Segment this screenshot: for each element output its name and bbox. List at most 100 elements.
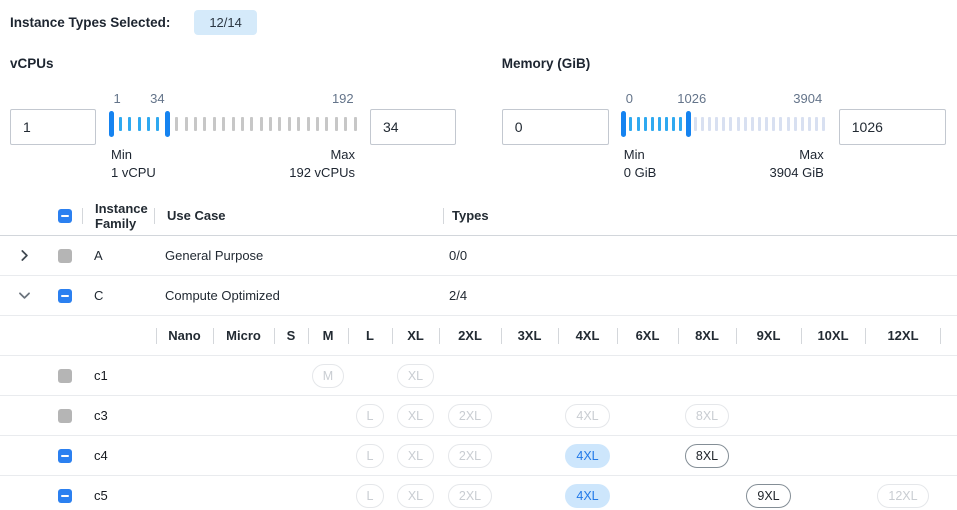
slider-scale-label: 192 [331,91,354,106]
slider-handle[interactable] [108,111,114,137]
memory-filter: Memory (GiB) 0 1026 3904 Min 0 GiB Max 390… [501,56,947,182]
slider-tick [665,117,669,131]
size-pill: 8XL [684,403,730,428]
slider-scale-label: 34 [150,91,165,106]
size-cell [801,356,865,395]
slider-tick [750,117,754,131]
size-pill: 4XL [565,403,610,428]
size-cell [501,396,558,435]
slider-tick [636,117,640,131]
instance-row-left: c4 [0,436,156,475]
row-checkbox-cell [48,488,82,503]
row-checkbox[interactable] [58,488,72,503]
size-column-header: L [348,316,392,355]
slider-tick [807,117,811,131]
size-pill: L [355,403,385,428]
memory-max-input[interactable] [838,109,946,145]
size-cell [736,436,801,475]
slider-tick [786,117,790,131]
size-cell: 4XL [558,396,617,435]
size-cell [156,396,213,435]
size-pill: M [311,363,345,388]
instance-row-left: c1 [0,356,156,395]
size-cell: 4XL [558,436,617,475]
memory-max-sub: 3904 GiB [769,165,824,180]
size-column-label: 4XL [575,328,600,343]
slider-tick [765,117,769,131]
size-pill[interactable]: 9XL [746,483,791,508]
instance-row: c3 L XL 2XL 4XL 8XL [0,396,957,436]
size-column-label: 9XL [756,328,781,343]
column-divider [154,207,155,224]
size-column-label: Micro [226,328,261,343]
memory-min-label: Min [623,147,645,162]
memory-min-input[interactable] [501,109,609,145]
vcpus-title: vCPUs [10,56,54,71]
slider-handle[interactable] [164,111,170,137]
slider-tick [643,117,647,131]
size-cell [801,476,865,510]
size-column-header: M [308,316,348,355]
size-column-header: 4XL [558,316,617,355]
chevron-right-icon[interactable] [18,249,31,262]
vcpus-min-input[interactable] [10,109,96,145]
slider-tick [118,117,122,131]
slider-tick [250,117,254,131]
slider-tick [757,117,761,131]
size-column-label: Nano [168,328,201,343]
instance-family-table: Instance Family Use Case Types A General … [0,196,957,510]
size-pill: XL [396,363,435,388]
size-cell [801,436,865,475]
family-row: C Compute Optimized 2/4 [0,276,957,316]
types-header: Types [452,208,489,223]
slider-tick [707,117,711,131]
size-cell: 4XL [558,476,617,510]
vcpus-range-slider: 1 34 192 Min 1 vCPU Max 192 vCPUs [108,91,357,182]
size-cell [274,396,308,435]
row-checkbox-cell [48,288,82,303]
instance-name: c5 [94,488,108,503]
select-all-checkbox[interactable] [58,208,72,223]
size-pill[interactable]: 4XL [565,483,610,508]
vcpus-slider-track[interactable] [108,111,357,137]
expand-cell [0,289,48,302]
size-cell: 2XL [439,396,501,435]
size-cell [501,356,558,395]
memory-slider-track[interactable] [621,111,826,137]
size-column-label: 8XL [695,328,719,343]
row-checkbox[interactable] [58,448,72,463]
vcpus-max-input[interactable] [370,109,456,145]
size-pill[interactable]: 4XL [565,443,610,468]
size-cell: 12XL [865,476,941,510]
slider-tick [815,117,819,131]
size-cell: L [348,396,392,435]
slider-tick [743,117,747,131]
size-cell [308,476,348,510]
size-cell [865,436,941,475]
size-column-header: Nano [156,316,213,355]
slider-handle[interactable] [685,111,691,137]
row-checkbox[interactable] [58,288,72,303]
size-pill[interactable]: 8XL [684,443,730,468]
selected-count-badge: 12/14 [194,9,257,35]
vcpus-max-label: Max [330,147,355,162]
chevron-down-icon[interactable] [18,289,31,302]
size-cell [678,476,736,510]
slider-handle[interactable] [621,111,627,137]
instance-row-left: c3 [0,396,156,435]
size-pill: 12XL [877,483,929,508]
size-pill: L [355,443,385,468]
size-cell: XL [392,476,439,510]
expand-cell [0,249,48,262]
use-case-value: General Purpose [165,248,264,263]
selection-summary: Instance Types Selected: 12/14 [0,0,957,36]
size-column-label: S [286,328,296,343]
size-pill: 2XL [447,403,493,428]
instance-row-left: c5 [0,476,156,510]
size-pill: 2XL [447,443,493,468]
size-column-header: 6XL [617,316,678,355]
table-body: A General Purpose 0/0 C Compute Optimized 2/4… [0,236,957,510]
memory-title: Memory (GiB) [501,56,591,71]
instance-row: c1 M XL [0,356,957,396]
size-cell [213,476,274,510]
